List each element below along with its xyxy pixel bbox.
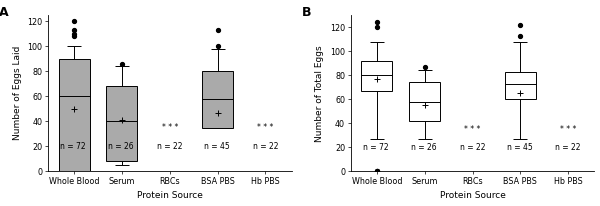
Text: n = 22: n = 22 [157, 142, 182, 151]
Text: n = 72: n = 72 [363, 143, 389, 152]
Text: n = 22: n = 22 [253, 142, 278, 151]
Bar [505, 71, 536, 99]
Text: n = 72: n = 72 [61, 142, 86, 151]
Bar [59, 59, 89, 171]
Text: * * *: * * * [257, 123, 274, 132]
X-axis label: Protein Source: Protein Source [440, 191, 505, 200]
Text: n = 26: n = 26 [109, 142, 134, 151]
Text: * * *: * * * [464, 125, 481, 134]
Bar [106, 86, 137, 161]
Text: n = 22: n = 22 [460, 143, 485, 152]
Bar [409, 82, 440, 121]
Text: n = 22: n = 22 [556, 143, 581, 152]
Text: n = 45: n = 45 [507, 143, 532, 152]
Text: * * *: * * * [560, 125, 577, 134]
Bar [202, 71, 233, 128]
Y-axis label: Number of Total Eggs: Number of Total Eggs [316, 45, 325, 142]
Text: n = 26: n = 26 [411, 143, 437, 152]
Text: * * *: * * * [161, 123, 178, 132]
Bar [361, 61, 392, 91]
Text: B: B [302, 6, 311, 19]
X-axis label: Protein Source: Protein Source [137, 191, 203, 200]
Y-axis label: Number of Eggs Laid: Number of Eggs Laid [13, 46, 22, 140]
Text: A: A [0, 6, 8, 19]
Text: n = 45: n = 45 [204, 142, 230, 151]
